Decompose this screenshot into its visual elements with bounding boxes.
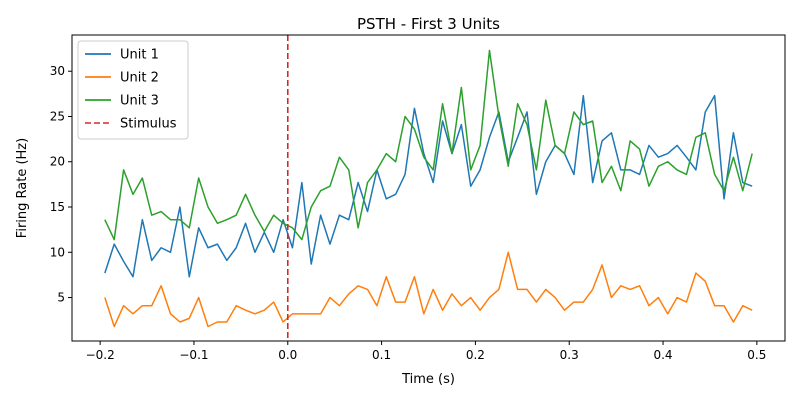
legend-label: Unit 1 (120, 48, 159, 63)
y-axis-ticks: 5 10 15 20 25 30 (50, 64, 72, 305)
y-tick-label: 20 (50, 155, 65, 169)
legend-label: Unit 2 (120, 71, 159, 86)
y-axis-label: Firing Rate (Hz) (15, 138, 30, 238)
series-line-unit-3 (104, 49, 753, 241)
y-tick-label: 15 (50, 200, 65, 214)
y-tick-label: 10 (50, 245, 65, 259)
x-axis-ticks: −0.2 −0.1 0.0 0.1 0.2 0.3 0.4 0.5 (86, 341, 766, 362)
legend: Unit 1 Unit 2 Unit 3 Stimulus (77, 40, 189, 140)
x-tick-label: −0.1 (179, 348, 208, 362)
x-tick-label: 0.2 (466, 348, 485, 362)
x-tick-label: 0.1 (372, 348, 391, 362)
x-tick-label: 0.5 (747, 348, 766, 362)
y-tick-label: 5 (57, 291, 65, 305)
y-tick-label: 25 (50, 109, 65, 123)
x-tick-label: −0.2 (86, 348, 115, 362)
y-tick-label: 30 (50, 64, 65, 78)
x-tick-label: 0.0 (278, 348, 297, 362)
x-axis-label: Time (s) (401, 372, 455, 387)
series-line-unit-2 (104, 251, 753, 328)
legend-box (77, 40, 189, 140)
series-line-unit-1 (104, 94, 753, 278)
legend-label: Unit 3 (120, 94, 159, 109)
chart-title: PSTH - First 3 Units (357, 15, 500, 33)
plot-area (104, 35, 753, 341)
legend-label: Stimulus (120, 117, 177, 132)
x-tick-label: 0.4 (653, 348, 672, 362)
axes-frame (71, 34, 786, 342)
x-tick-label: 0.3 (560, 348, 579, 362)
